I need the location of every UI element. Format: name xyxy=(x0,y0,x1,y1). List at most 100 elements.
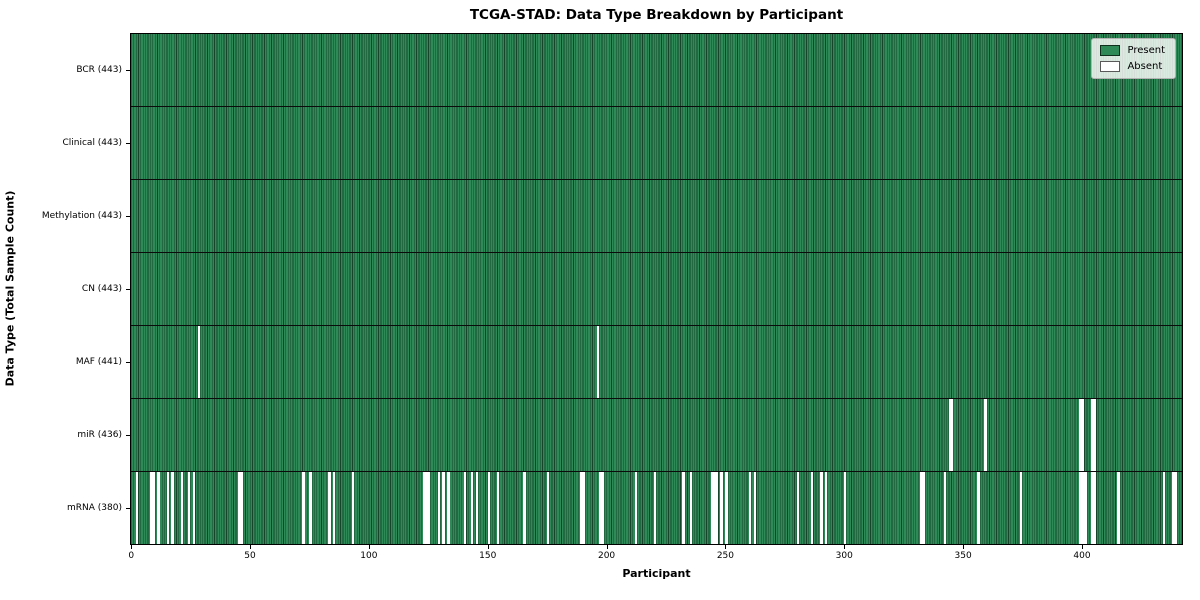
x-tick-mark xyxy=(844,545,846,549)
row-bcr xyxy=(131,34,1182,107)
y-tick-label: miR (436) xyxy=(77,430,122,441)
row-cn xyxy=(131,253,1182,326)
plot-area xyxy=(130,33,1183,545)
x-tick-mark xyxy=(250,545,252,549)
absent-bar xyxy=(423,472,426,544)
absent-bar xyxy=(447,472,450,544)
absent-bar xyxy=(1081,399,1085,471)
absent-bar xyxy=(442,472,445,544)
absent-bar xyxy=(240,472,243,544)
legend-label: Present xyxy=(1127,45,1165,56)
row-mir xyxy=(131,399,1182,472)
absent-bar xyxy=(1093,472,1097,544)
y-axis-label: Data Type (Total Sample Count) xyxy=(3,190,17,387)
absent-bar xyxy=(352,472,355,544)
absent-bar xyxy=(753,472,757,544)
absent-bar xyxy=(596,326,600,398)
legend-item-absent: Absent xyxy=(1100,61,1165,72)
y-tick-mark xyxy=(126,508,130,510)
absent-bar xyxy=(333,472,336,544)
absent-bar xyxy=(844,472,847,544)
y-tick-mark xyxy=(126,215,130,217)
row-maf xyxy=(131,326,1182,399)
absent-bar xyxy=(1091,472,1094,544)
absent-bar xyxy=(302,472,305,544)
absent-bar xyxy=(1019,472,1023,544)
row-clinical xyxy=(131,107,1182,180)
x-tick-mark xyxy=(606,545,608,549)
absent-bar xyxy=(152,472,155,544)
chart-title: TCGA-STAD: Data Type Breakdown by Partic… xyxy=(469,7,844,23)
absent-bar xyxy=(157,472,160,544)
absent-bar xyxy=(713,472,716,544)
absent-bar xyxy=(922,472,925,544)
absent-bar xyxy=(820,472,823,544)
absent-bar xyxy=(653,472,657,544)
x-tick-label: 250 xyxy=(716,551,735,561)
absent-bar xyxy=(710,472,714,544)
absent-bar xyxy=(166,472,170,544)
row-mrna xyxy=(131,472,1182,544)
absent-bar xyxy=(1079,399,1082,471)
absent-bar xyxy=(634,472,638,544)
x-tick-mark xyxy=(1081,545,1083,549)
absent-bar xyxy=(463,472,467,544)
legend-item-present: Present xyxy=(1100,45,1165,56)
absent-bar xyxy=(487,472,490,544)
x-tick-mark xyxy=(725,545,727,549)
row-methylation xyxy=(131,180,1182,253)
absent-bar xyxy=(192,472,196,544)
x-tick-mark xyxy=(368,545,370,549)
absent-bar xyxy=(580,472,583,544)
absent-bar xyxy=(810,472,814,544)
absent-bar xyxy=(497,472,500,544)
absent-bar xyxy=(725,472,728,544)
y-tick-mark xyxy=(126,435,130,437)
absent-bar xyxy=(470,472,474,544)
absent-bar xyxy=(582,472,585,544)
absent-bar xyxy=(977,472,980,544)
x-tick-label: 50 xyxy=(244,551,256,561)
x-tick-label: 150 xyxy=(479,551,497,561)
absent-bar xyxy=(1172,472,1175,544)
absent-bar xyxy=(984,399,987,471)
absent-bar xyxy=(171,472,174,544)
absent-bar xyxy=(180,472,184,544)
absent-bar xyxy=(428,472,431,544)
absent-bar xyxy=(523,472,526,544)
y-tick-mark xyxy=(126,142,130,144)
absent-bar xyxy=(309,472,312,544)
y-tick-label: Methylation (443) xyxy=(41,210,122,221)
absent-bar xyxy=(437,472,440,544)
x-tick-label: 350 xyxy=(954,551,972,561)
absent-bar xyxy=(920,472,923,544)
absent-bar xyxy=(1091,399,1094,471)
absent-bar xyxy=(599,472,602,544)
absent-bar xyxy=(715,472,719,544)
legend: Present Absent xyxy=(1091,38,1176,79)
x-tick-label: 300 xyxy=(835,551,853,561)
absent-bar xyxy=(546,472,550,544)
absent-bar xyxy=(328,472,331,544)
y-tick-mark xyxy=(126,69,130,71)
legend-label: Absent xyxy=(1127,61,1163,72)
absent-bar xyxy=(1174,472,1177,544)
x-tick-label: 200 xyxy=(597,551,616,561)
y-tick-label: BCR (443) xyxy=(76,64,122,75)
y-tick-mark xyxy=(126,289,130,290)
absent-bar xyxy=(948,399,952,471)
absent-bar xyxy=(1081,472,1085,544)
absent-bar xyxy=(1079,472,1082,544)
absent-bar xyxy=(475,472,479,544)
absent-bar xyxy=(943,472,947,544)
x-tick-mark xyxy=(963,545,965,549)
absent-bar xyxy=(682,472,685,544)
absent-bar xyxy=(1093,399,1097,471)
absent-bar xyxy=(689,472,692,544)
absent-bar xyxy=(188,472,191,544)
y-tick-mark xyxy=(126,362,130,364)
y-tick-label: CN (443) xyxy=(81,284,122,294)
absent-bar xyxy=(135,472,139,544)
absent-bar xyxy=(796,472,799,544)
